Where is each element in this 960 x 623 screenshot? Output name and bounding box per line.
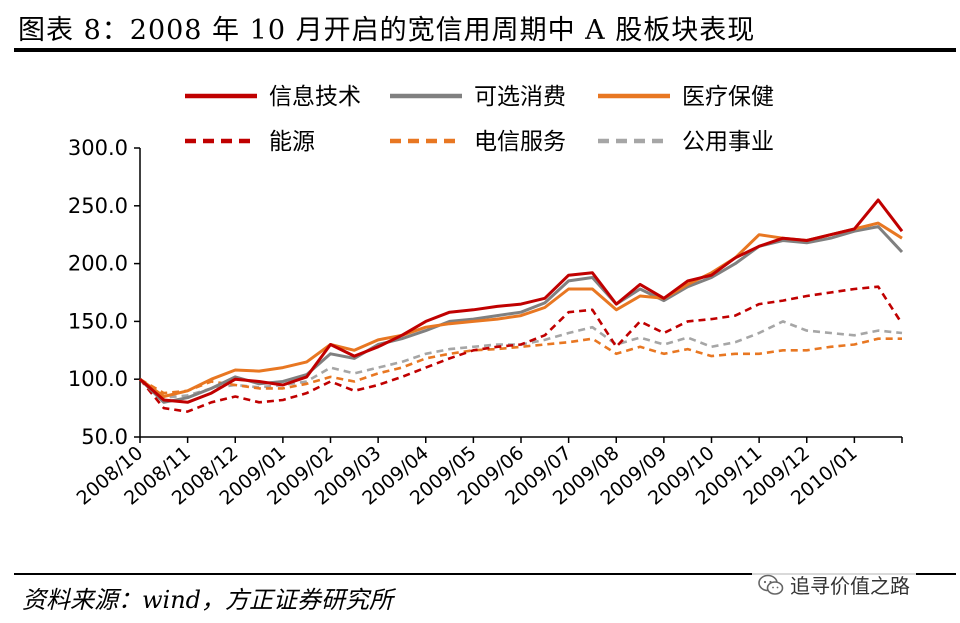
chart-series [138,198,904,413]
legend-label-6: 公用事业 [682,129,774,155]
legend-label-4: 能源 [269,129,315,155]
y-tick-label: 250.0 [68,194,128,218]
source-note: 资料来源：wind，方正证券研究所 [22,586,394,614]
y-tick-label: 150.0 [68,309,128,333]
legend-label-2: 可选消费 [474,84,566,110]
wechat-label: 追寻价值之路 [790,574,910,598]
y-tick-label: 100.0 [68,367,128,391]
source-rule [14,573,956,575]
series-line-6 [139,320,903,400]
wechat-icon [758,574,784,595]
series-line-4 [138,285,904,413]
series-line-1 [139,198,904,404]
y-tick-label: 50.0 [81,425,128,449]
chart-axes: 50.0100.0150.0200.0250.0300.02008/102008… [68,136,903,510]
series-line-5 [139,337,902,395]
wechat-watermark: 追寻价值之路 [752,568,916,601]
series-line-3 [139,221,903,398]
y-tick-label: 200.0 [68,252,128,276]
legend-label-5: 电信服务 [474,129,566,155]
title-rule [14,48,956,52]
y-tick-label: 300.0 [68,136,128,160]
legend-label-3: 医疗保健 [682,84,774,110]
legend-label-1: 信息技术 [269,84,361,110]
figure-title: 图表 8：2008 年 10 月开启的宽信用周期中 A 股板块表现 [18,15,756,46]
